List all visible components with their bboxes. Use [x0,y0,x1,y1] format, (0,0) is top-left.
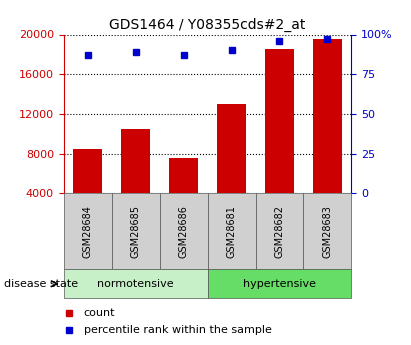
Bar [112,193,159,269]
Bar [121,129,150,193]
Text: GSM28686: GSM28686 [179,205,189,258]
Text: GSM28682: GSM28682 [275,205,284,258]
Title: GDS1464 / Y08355cds#2_at: GDS1464 / Y08355cds#2_at [109,18,306,32]
Text: GSM28684: GSM28684 [83,205,92,258]
Bar [217,104,246,193]
Text: GSM28683: GSM28683 [323,205,332,258]
Text: disease state: disease state [4,279,78,289]
Text: normotensive: normotensive [97,279,174,289]
Bar [64,269,208,298]
Bar [208,269,351,298]
Text: count: count [84,308,115,318]
Bar [169,158,198,193]
Bar [64,193,112,269]
Text: hypertensive: hypertensive [243,279,316,289]
Bar [159,193,208,269]
Bar [303,193,351,269]
Bar [208,193,256,269]
Text: percentile rank within the sample: percentile rank within the sample [84,325,272,335]
Text: GSM28681: GSM28681 [226,205,236,258]
Bar [256,193,303,269]
Bar [313,39,342,193]
Bar [265,49,294,193]
Text: GSM28685: GSM28685 [131,205,141,258]
Bar [73,149,102,193]
